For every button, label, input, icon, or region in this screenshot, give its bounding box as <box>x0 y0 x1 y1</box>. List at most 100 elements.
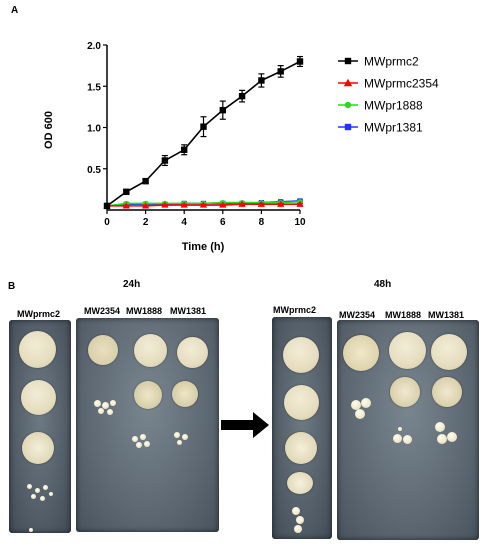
colony-dot <box>447 432 457 442</box>
colony-spot <box>284 385 319 420</box>
plate-24h-control <box>9 320 71 533</box>
plate-24h-strain-2-label: MW1888 <box>126 306 163 316</box>
y-axis-label: OD 600 <box>43 111 55 149</box>
data-point <box>238 92 246 100</box>
colony-dot <box>182 434 188 440</box>
colony-dot <box>136 442 142 448</box>
colony-spot <box>432 377 462 407</box>
colony-spot <box>285 432 317 464</box>
colony-dot <box>102 402 109 409</box>
colony-dot <box>355 409 365 419</box>
colony-dot <box>144 441 150 447</box>
data-point <box>181 146 188 153</box>
colony-dot <box>107 409 113 415</box>
colony-dot <box>174 432 180 438</box>
y-tick-label: 2.0 <box>87 41 101 52</box>
plate-48h-strain-1-label: MW2354 <box>339 310 376 320</box>
colony-dot <box>43 485 48 490</box>
colony-dot <box>110 400 116 406</box>
colony-dot <box>94 400 101 407</box>
colony-spot <box>431 334 467 370</box>
plate-24h-left-label: MWprmc2 <box>17 309 61 319</box>
legend-marker <box>344 101 352 109</box>
data-point <box>296 58 304 65</box>
legend-label: MWprmc2 <box>364 55 419 69</box>
colony-spot <box>88 335 118 365</box>
colony-dot <box>98 408 104 414</box>
data-point <box>200 123 207 130</box>
data-point <box>277 200 285 207</box>
legend-entry: MWprmc2354 <box>338 77 439 91</box>
colony-dot <box>132 436 138 442</box>
data-point <box>142 177 149 185</box>
data-point <box>219 201 227 208</box>
colony-dot <box>292 507 300 515</box>
colony-spot <box>390 377 420 407</box>
legend-entry: MWpr1381 <box>338 121 423 135</box>
colony-dot <box>177 440 182 445</box>
y-tick-label: 0.5 <box>87 165 101 176</box>
colony-dot <box>49 492 53 496</box>
legend-marker <box>344 57 352 65</box>
data-point <box>238 200 246 207</box>
legend-label: MWpr1381 <box>364 121 423 135</box>
colony-dot <box>351 400 361 410</box>
colony-dot <box>437 434 447 444</box>
panel-a-label: A <box>11 5 19 16</box>
data-point <box>122 202 130 209</box>
colony-dot <box>29 528 33 532</box>
colony-spot <box>134 381 162 409</box>
plate-48h-left-label: MWprmc2 <box>273 305 317 315</box>
arrow-right-icon <box>221 412 269 438</box>
colony-spot <box>287 472 313 494</box>
data-point <box>123 188 130 196</box>
legend-marker <box>343 78 353 87</box>
x-tick-label: 8 <box>259 217 265 228</box>
data-point <box>277 68 284 75</box>
colony-dot <box>393 434 402 443</box>
colony-dot <box>31 494 36 499</box>
colony-dot <box>398 427 402 431</box>
colony-dot <box>27 484 32 489</box>
data-point <box>199 201 208 208</box>
legend-entry: MWpr1888 <box>338 99 423 113</box>
colony-spot <box>21 380 56 415</box>
data-point <box>296 200 304 207</box>
series-MWprmc2 <box>103 55 304 210</box>
colony-dot <box>296 516 304 524</box>
data-point <box>161 201 169 208</box>
colony-spot <box>172 381 198 407</box>
colony-spot <box>283 337 319 373</box>
legend-entry: MWprmc2 <box>338 55 419 69</box>
plate-24h-strain-3-label: MW1381 <box>170 306 207 316</box>
panel-b-label: B <box>8 281 16 292</box>
x-tick-label: 10 <box>294 217 306 228</box>
colony-spot <box>134 334 167 367</box>
plate-48h-strain-2-label: MW1888 <box>385 310 422 320</box>
colony-dot <box>403 435 412 444</box>
legend-marker <box>344 123 352 131</box>
colony-dot <box>40 496 45 501</box>
y-tick-label: 1.5 <box>87 82 101 93</box>
series-MWprmc2354 <box>103 200 304 209</box>
data-point <box>180 201 188 208</box>
data-point <box>142 202 150 209</box>
x-tick-label: 0 <box>104 217 110 228</box>
data-point <box>258 77 265 84</box>
growth-curve-chart: 0 2 4 6 8 100.51.01.52.0 MWprmc2MWprmc2354MWp… <box>43 41 439 253</box>
x-tick-label: 4 <box>181 217 187 228</box>
legend-label: MWpr1888 <box>364 99 423 113</box>
data-point <box>161 157 169 164</box>
colony-dot <box>35 488 40 493</box>
colony-spot <box>343 335 379 371</box>
plate-24h-strain-1-label: MW2354 <box>84 306 121 316</box>
chart-series <box>103 55 304 210</box>
colony-dot <box>361 398 371 408</box>
colony-spot <box>177 337 208 368</box>
data-point <box>103 202 111 210</box>
y-tick-label: 1.0 <box>87 124 101 135</box>
plate-48h-strain-3-label: MW1381 <box>428 310 465 320</box>
time-label-48h: 48h <box>374 279 392 290</box>
chart-ticks: 0 2 4 6 8 10 0.5 1.0 1.5 2.0 <box>87 41 306 228</box>
plate-24h-mutants <box>76 318 219 532</box>
